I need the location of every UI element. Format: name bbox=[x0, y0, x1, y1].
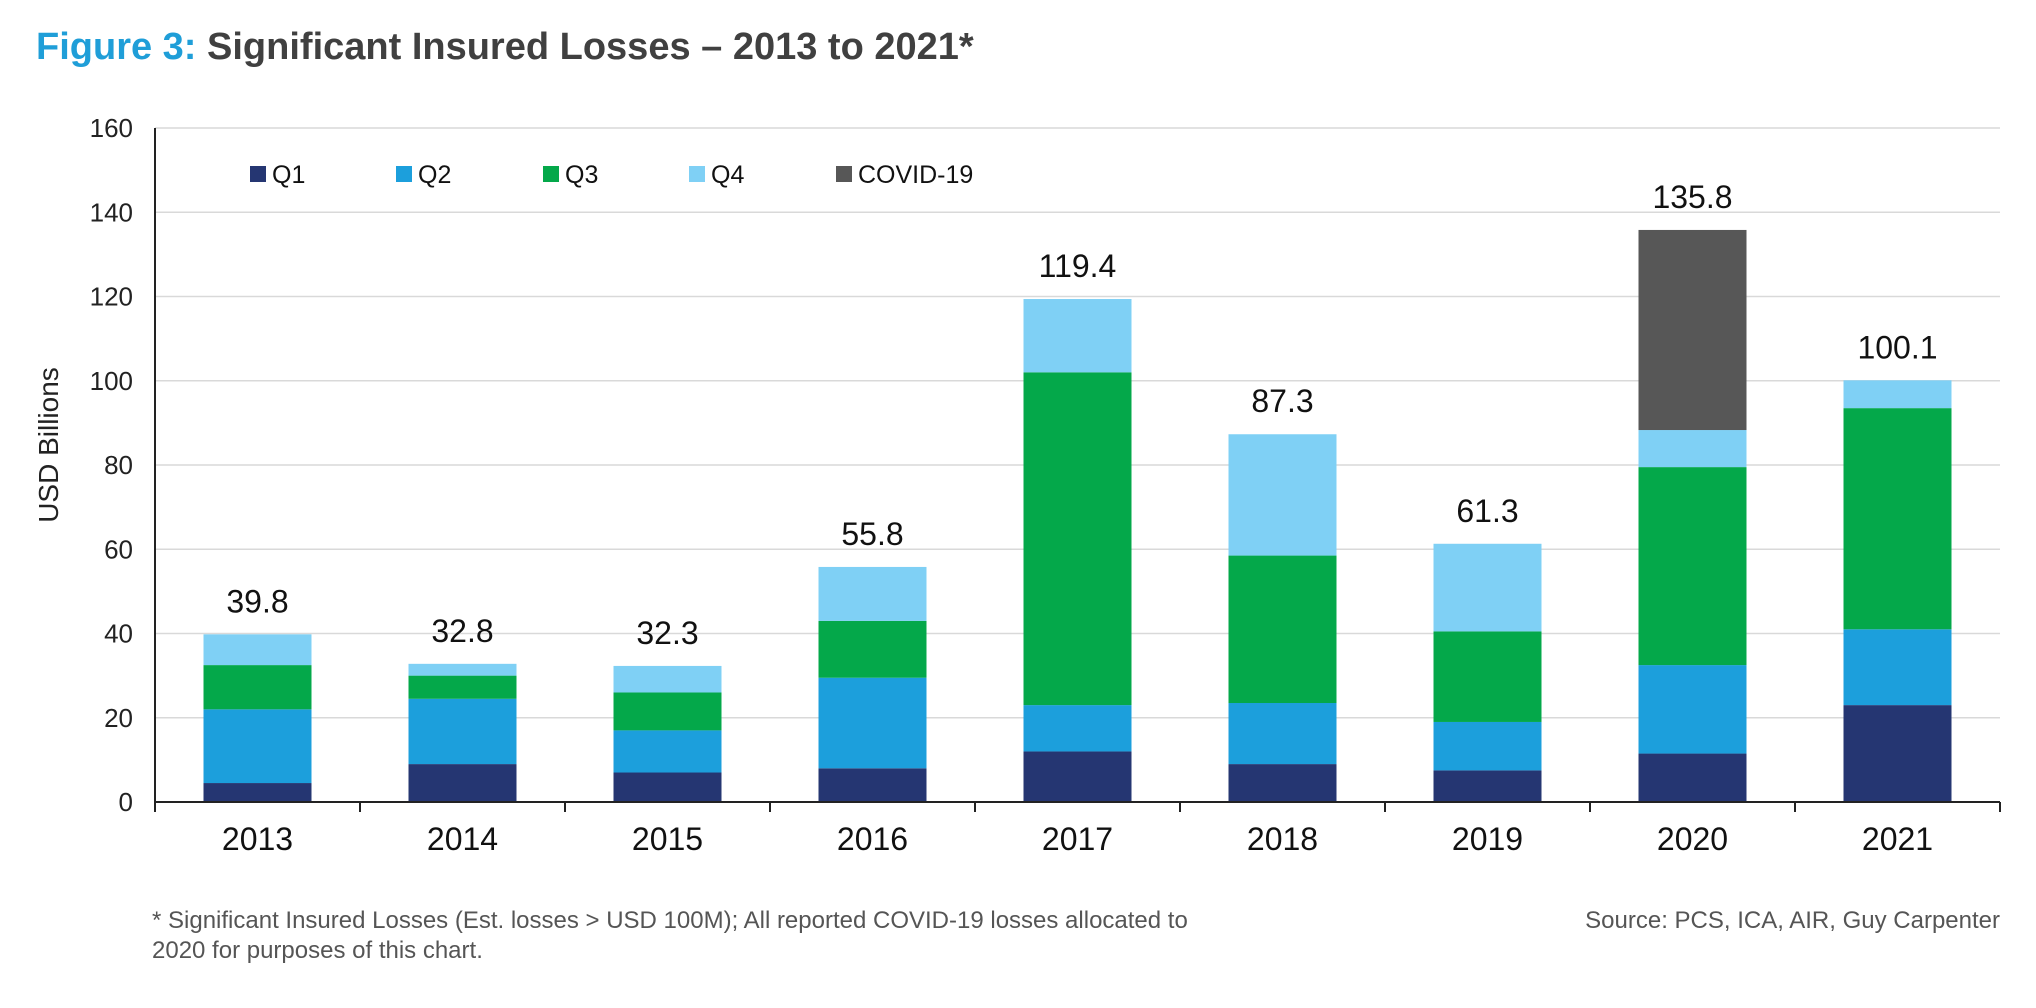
total-label-2021: 100.1 bbox=[1857, 329, 1937, 365]
chart-title-text: Significant Insured Losses – 2013 to 202… bbox=[207, 26, 974, 68]
legend-label-q3: Q3 bbox=[565, 161, 598, 189]
legend: Q1 Q2 Q3 Q4 COVID-19 bbox=[250, 161, 973, 189]
bar-2018-q3 bbox=[1228, 555, 1337, 704]
bar-2013-q4 bbox=[203, 634, 312, 666]
bar-2013-q1 bbox=[203, 783, 312, 802]
legend-label-q1: Q1 bbox=[272, 161, 305, 189]
y-tick-label-100: 100 bbox=[90, 366, 133, 396]
bar-2017-q4 bbox=[1023, 299, 1132, 373]
source-note: Source: PCS, ICA, AIR, Guy Carpenter bbox=[1585, 907, 2000, 934]
total-label-2015: 32.3 bbox=[636, 615, 698, 651]
bar-2016-q4 bbox=[818, 566, 927, 621]
bar-2017-q1 bbox=[1023, 751, 1132, 802]
bar-2019-q4 bbox=[1433, 543, 1542, 632]
x-tick-label-2018: 2018 bbox=[1247, 821, 1318, 857]
bar-2019-q1 bbox=[1433, 770, 1542, 802]
bar-2019-q3 bbox=[1433, 631, 1542, 722]
bar-2021-q4 bbox=[1843, 380, 1952, 409]
x-tick-label-2017: 2017 bbox=[1042, 821, 1113, 857]
y-tick-label-140: 140 bbox=[90, 197, 133, 227]
x-tick-label-2015: 2015 bbox=[632, 821, 703, 857]
total-label-2019: 61.3 bbox=[1456, 493, 1518, 529]
x-tick-label-2020: 2020 bbox=[1657, 821, 1728, 857]
legend-label-q2: Q2 bbox=[418, 161, 451, 189]
bar-2014-q1 bbox=[408, 764, 517, 802]
bar-2013-q3 bbox=[203, 665, 312, 710]
bar-2018-q1 bbox=[1228, 764, 1337, 802]
x-tick-label-2014: 2014 bbox=[427, 821, 498, 857]
y-axis-label: USD Billions bbox=[33, 367, 64, 523]
y-tick-label-60: 60 bbox=[104, 534, 133, 564]
total-label-2020: 135.8 bbox=[1652, 179, 1732, 215]
bar-2015-q2 bbox=[613, 730, 722, 773]
bar-2015-q3 bbox=[613, 692, 722, 731]
y-tick-label-0: 0 bbox=[119, 787, 133, 817]
legend-swatch-q2 bbox=[396, 166, 412, 182]
bar-2020-q4 bbox=[1638, 430, 1747, 468]
total-label-2018: 87.3 bbox=[1251, 383, 1313, 419]
legend-label-q4: Q4 bbox=[711, 161, 744, 189]
bar-2021-q1 bbox=[1843, 705, 1952, 802]
figure-label: Figure 3: bbox=[36, 26, 197, 68]
y-tick-label-20: 20 bbox=[104, 703, 133, 733]
y-tick-label-40: 40 bbox=[104, 619, 133, 649]
bar-2013-q2 bbox=[203, 709, 312, 784]
bar-2018-q4 bbox=[1228, 434, 1337, 556]
legend-swatch-q3 bbox=[543, 166, 559, 182]
total-label-2014: 32.8 bbox=[431, 613, 493, 649]
bar-2019-q2 bbox=[1433, 721, 1542, 771]
legend-swatch-covid-19 bbox=[836, 166, 852, 182]
y-tick-label-80: 80 bbox=[104, 450, 133, 480]
total-label-2017: 119.4 bbox=[1039, 248, 1117, 284]
x-tick-label-2021: 2021 bbox=[1862, 821, 1933, 857]
x-tick-label-2016: 2016 bbox=[837, 821, 908, 857]
x-tick-label-2019: 2019 bbox=[1452, 821, 1523, 857]
bar-2020-q1 bbox=[1638, 753, 1747, 802]
bar-2014-q4 bbox=[408, 663, 517, 676]
chart-title: Figure 3: Significant Insured Losses – 2… bbox=[36, 26, 974, 69]
bar-2015-q4 bbox=[613, 665, 722, 693]
bar-2017-q2 bbox=[1023, 705, 1132, 752]
bar-2014-q3 bbox=[408, 675, 517, 699]
bar-2020-q2 bbox=[1638, 665, 1747, 754]
y-tick-label-160: 160 bbox=[90, 113, 133, 143]
bar-2016-q3 bbox=[818, 620, 927, 678]
bars bbox=[203, 229, 1952, 802]
total-label-2016: 55.8 bbox=[841, 516, 903, 552]
bar-2017-q3 bbox=[1023, 372, 1132, 706]
x-tick-label-2013: 2013 bbox=[222, 821, 293, 857]
y-tick-label-120: 120 bbox=[90, 282, 133, 312]
legend-swatch-q4 bbox=[689, 166, 705, 182]
footnote: * Significant Insured Losses (Est. losse… bbox=[152, 907, 1188, 964]
bar-2020-q3 bbox=[1638, 467, 1747, 666]
bar-2018-q2 bbox=[1228, 703, 1337, 765]
bar-2016-q1 bbox=[818, 768, 927, 802]
bar-2016-q2 bbox=[818, 677, 927, 769]
legend-swatch-q1 bbox=[250, 166, 266, 182]
bar-2021-q2 bbox=[1843, 629, 1952, 706]
total-label-2013: 39.8 bbox=[226, 583, 288, 619]
axes: 0 20 40 60 80 100 120 140 160 2013 2014 2015 2016 201… bbox=[90, 113, 2001, 857]
bar-2020-covid-19 bbox=[1638, 229, 1747, 431]
legend-label-covid-19: COVID-19 bbox=[858, 161, 973, 189]
bar-2015-q1 bbox=[613, 772, 722, 802]
total-labels: 39.8 32.8 32.3 55.8 119.4 87.3 61.3 135.8 100.1 bbox=[226, 179, 1937, 651]
bar-2021-q3 bbox=[1843, 408, 1952, 630]
bar-2014-q2 bbox=[408, 698, 517, 765]
